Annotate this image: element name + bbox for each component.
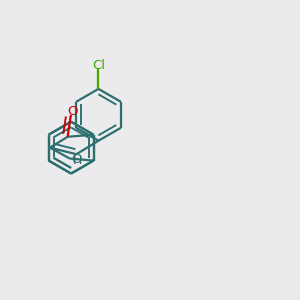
- Text: Cl: Cl: [93, 59, 106, 72]
- Text: H: H: [73, 154, 83, 167]
- Text: O: O: [68, 105, 78, 118]
- Text: O: O: [71, 154, 82, 166]
